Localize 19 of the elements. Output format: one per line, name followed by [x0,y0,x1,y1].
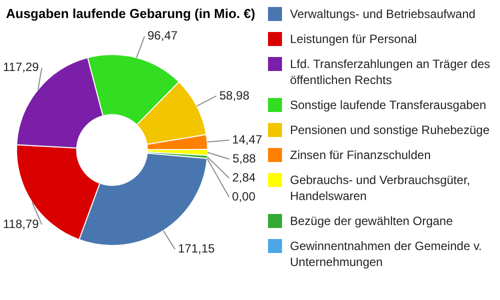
legend-label: Verwaltungs- und Betriebsaufwand [290,6,476,22]
legend-label: Leistungen für Personal [290,31,417,47]
data-label: 171,15 [178,242,216,256]
legend-label: Gebrauchs- und Verbrauchsgüter, Handelswaren [290,172,472,204]
legend-label: Sonstige laufende Transferausgaben [290,97,486,113]
legend-label: Zinsen für Finanzschulden [290,147,431,163]
data-label: 58,98 [219,88,250,102]
text: 0,00 [232,189,256,204]
data-label: 5,88 [232,151,256,166]
chart-title: Ausgaben laufende Gebarung (in Mio. €) [6,6,256,21]
legend-label: Pensionen und sonstige Ruhebezüge [290,122,490,138]
data-label: 117,29 [3,60,40,74]
data-label: 14,47 [232,132,262,146]
data-label: 96,47 [148,28,178,43]
data-label: 118,79 [3,216,40,231]
legend-label: Bezüge der gewählten Organe [290,213,453,229]
legend-label: Gewinnentnahmen der Gemeinde v. Unternehmungen [290,238,483,270]
legend-label: Lfd. Transferzahlungen an Träger des öffentlichen Rechts [290,56,492,88]
data-label: 2,84 [232,170,256,184]
